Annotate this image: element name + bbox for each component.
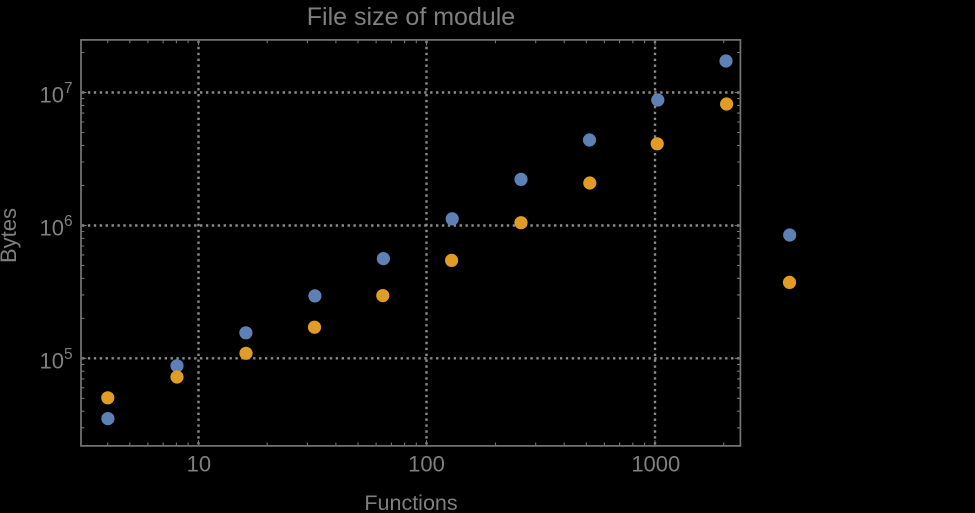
svg-text:File size of module: File size of module [307, 3, 515, 31]
svg-text:10: 10 [187, 452, 211, 477]
svg-text:Bytes: Bytes [0, 208, 21, 263]
svg-text:1000: 1000 [631, 452, 680, 477]
svg-text:100: 100 [408, 452, 445, 477]
svg-text:Functions: Functions [364, 491, 457, 513]
